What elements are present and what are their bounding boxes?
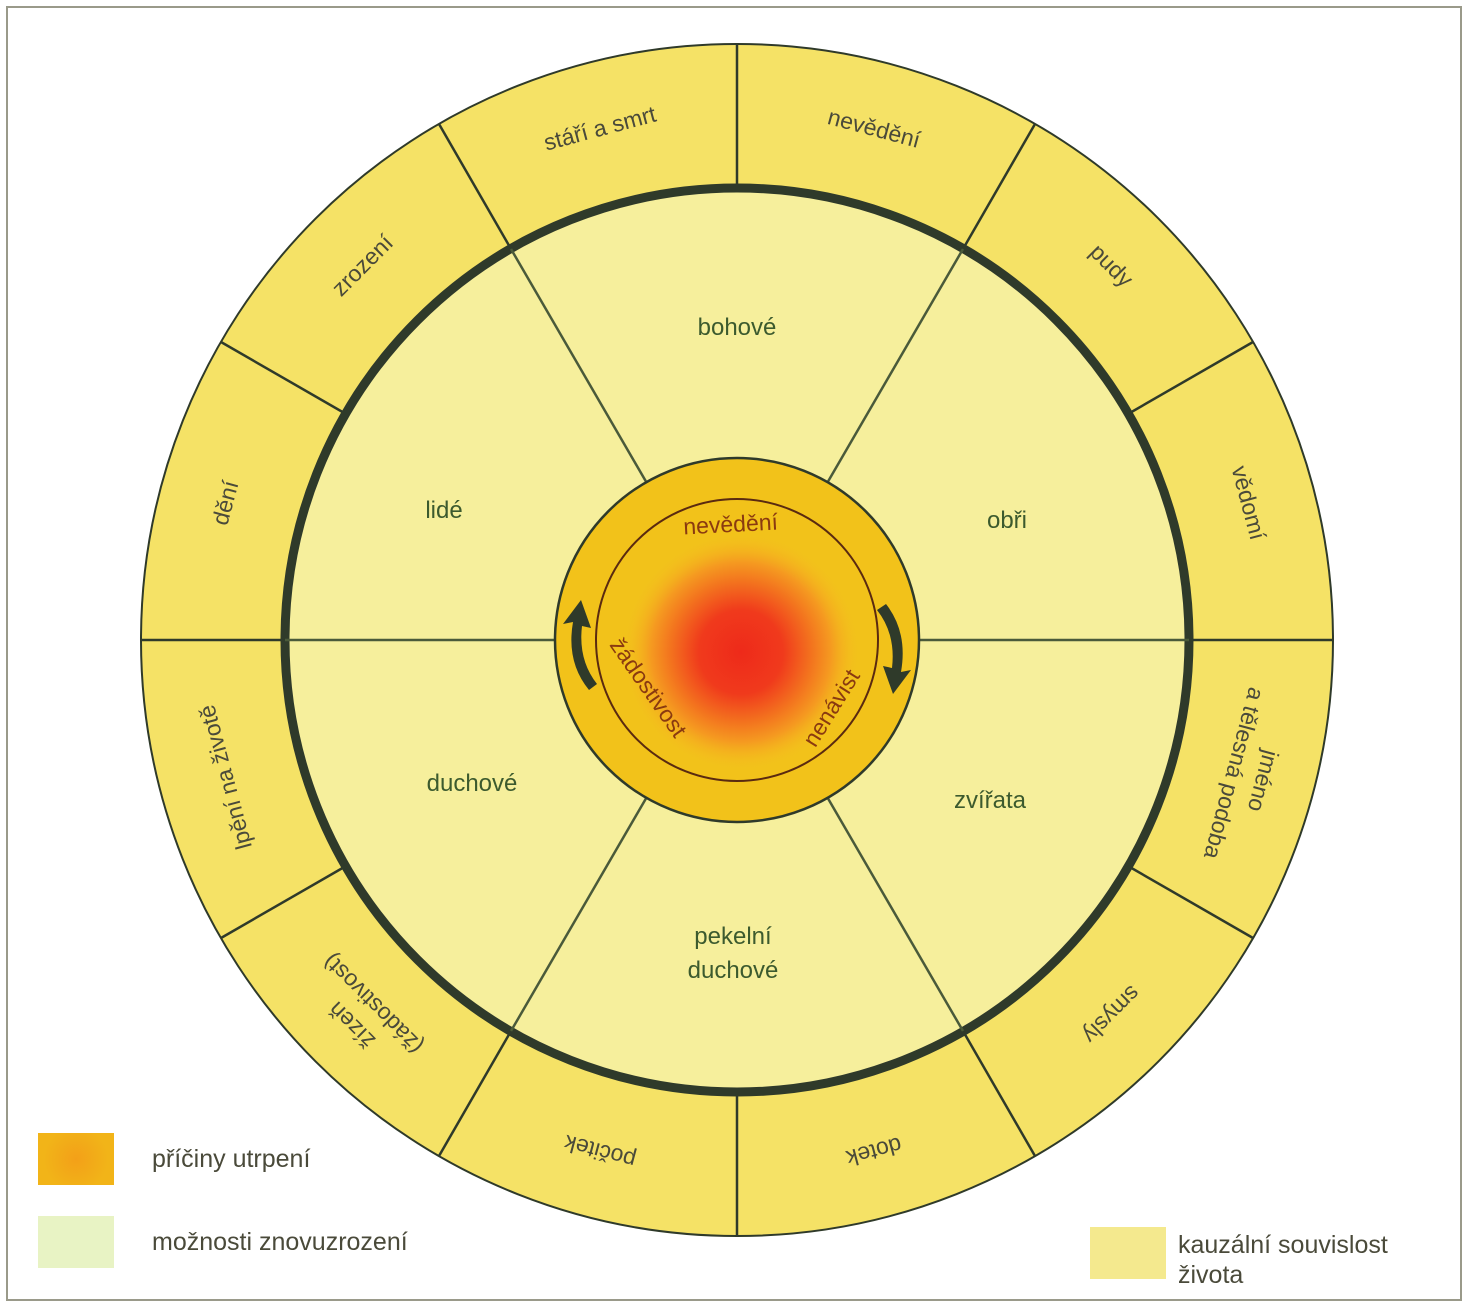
center-ignorance-label: nevědění <box>683 509 779 540</box>
legend-item-causal: kauzální souvislost života <box>1090 1216 1448 1290</box>
legend-item-rebirth: možnosti znovuzrození <box>38 1216 408 1268</box>
outer-ring-dividers <box>141 44 1333 1236</box>
legend-swatch-causes <box>38 1133 114 1185</box>
realm-humans-label: lidé <box>425 497 462 524</box>
legend-label-rebirth: možnosti znovuzrození <box>152 1228 408 1256</box>
realm-animals-label: zvířata <box>954 787 1027 814</box>
legend-label-causal: kauzální souvislost života <box>1178 1231 1388 1289</box>
realm-spokes <box>285 248 1189 1032</box>
arrow-left-icon <box>563 600 597 690</box>
center-fire <box>621 532 861 772</box>
realm-hell-spirits-label-line2: duchové <box>688 957 779 984</box>
arrow-right-icon <box>877 604 911 694</box>
legend-item-causes: příčiny utrpení <box>38 1133 310 1185</box>
realm-hell-spirits-label-line1: pekelní <box>694 923 772 950</box>
realm-giants-label: obři <box>987 507 1027 534</box>
legend-swatch-causal <box>1090 1227 1166 1279</box>
legend-label-causes: příčiny utrpení <box>152 1145 311 1173</box>
legend-swatch-rebirth <box>38 1216 114 1268</box>
realm-spirits-label: duchové <box>427 770 518 797</box>
center-inner-ring <box>595 498 879 782</box>
realm-gods-label: bohové <box>698 314 777 341</box>
